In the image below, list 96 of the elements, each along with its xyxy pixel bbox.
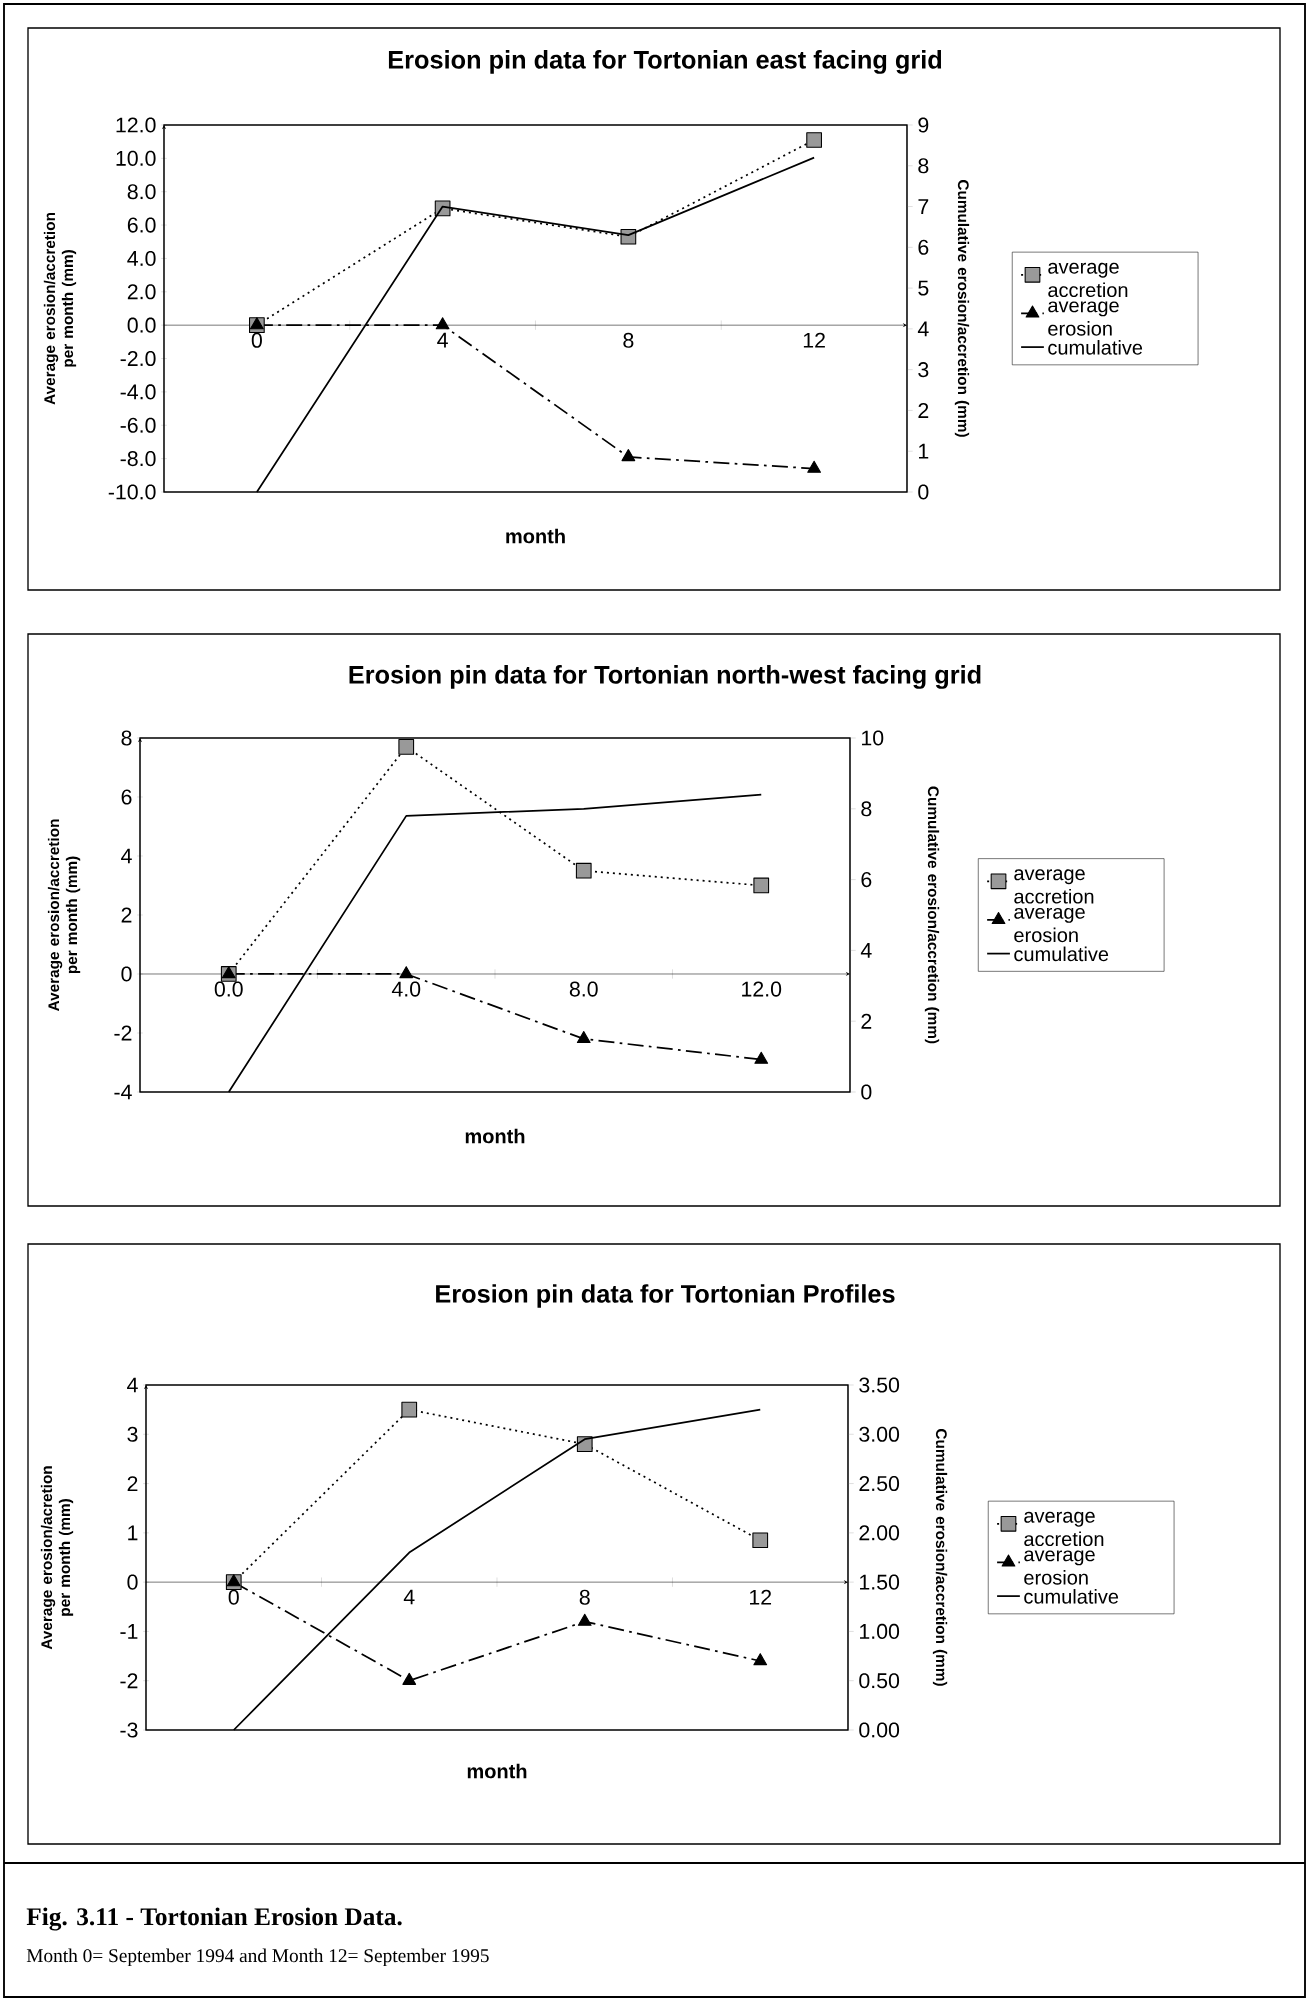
x-tick-label: 0 [251, 332, 262, 348]
chart-title: Erosion pin data for Tortonian Profiles [436, 1284, 895, 1308]
y-tick-label: 4.0 [127, 250, 156, 266]
x-tick-label: 4.0 [391, 981, 421, 997]
y2-tick-label: 3.00 [859, 1426, 900, 1442]
y2-tick-label: 7 [918, 199, 929, 214]
x-tick-label: 4 [403, 1589, 415, 1605]
y-tick-label: 6 [121, 789, 132, 805]
y2-tick-label: 4 [860, 943, 872, 958]
y2-tick-label: 3.50 [859, 1377, 900, 1393]
point [249, 317, 264, 330]
y-tick-label: 2 [121, 907, 132, 923]
point [807, 460, 822, 473]
y-tick-label: 8 [121, 730, 132, 746]
y-tick-label: -10.0 [108, 484, 156, 500]
y-tick-label: -4.0 [120, 384, 156, 400]
y-tick-label: -2.0 [120, 350, 156, 367]
y2-tick-label: 2.50 [859, 1476, 900, 1492]
y2-tick-label: 4 [917, 321, 929, 337]
point [806, 132, 822, 148]
x-tick-label: 0.0 [214, 981, 243, 997]
y-tick-label: -3 [120, 1722, 138, 1738]
point [753, 877, 770, 894]
y2-tick-label: 6 [861, 872, 872, 888]
x-tick-label: 12 [803, 332, 825, 348]
point [577, 1613, 592, 1626]
y-tick-label: 4 [121, 848, 132, 864]
caption: Fig. 3.11 - Tortonian Erosion Data. [26, 1907, 402, 1931]
point [753, 1653, 768, 1666]
x-tick-label: 4 [437, 332, 448, 348]
y-axis-title: Average erosion/accretion per month (mm) [47, 819, 81, 1012]
y-tick-label: 6.0 [127, 217, 156, 233]
y-tick-label: 10.0 [116, 150, 156, 166]
x-tick-label: 8 [579, 1589, 590, 1605]
x-tick-label: 12 [750, 1589, 772, 1605]
legend-label: cumulative [1024, 1589, 1119, 1604]
y-tick-label: 0 [121, 966, 132, 982]
y2-tick-label: 1.00 [860, 1623, 900, 1639]
point [399, 966, 414, 979]
y2-axis-title: Cumulative erosion/accretion (mm) [932, 1429, 948, 1686]
y-axis-title: Average erosion/accretion per month (mm) [43, 213, 77, 405]
x-tick-label: 8.0 [569, 981, 598, 997]
y-tick-label: -4 [114, 1084, 132, 1100]
y-tick-label: 0 [127, 1574, 138, 1590]
y2-axis-title: Cumulative erosion/accretion (mm) [924, 786, 940, 1044]
y-tick-label: 4 [127, 1377, 138, 1393]
y2-tick-label: 10 [862, 730, 884, 746]
point [398, 738, 415, 755]
chart-title: Erosion pin data for Tortonian north-west facing grid [349, 665, 981, 689]
y2-axis-title: Cumulative erosion/accretion (mm) [954, 180, 970, 437]
y-tick-label: 1 [128, 1525, 138, 1541]
legend-label: cumulative [1048, 340, 1143, 355]
y-tick-label: 0.0 [127, 317, 156, 333]
y2-tick-label: 8 [918, 158, 929, 174]
y-tick-label: -2 [120, 1673, 138, 1689]
y2-tick-label: 6 [918, 239, 929, 255]
y-tick-label: -2 [114, 1025, 132, 1041]
y2-tick-label: 9 [918, 117, 929, 133]
x-axis-title: month [506, 528, 565, 544]
y-tick-label: 2 [127, 1476, 138, 1492]
y2-tick-label: 1 [919, 443, 929, 459]
y-tick-label: -8.0 [120, 451, 156, 467]
point [402, 1672, 417, 1685]
y-tick-label: 12.0 [116, 117, 156, 133]
y-tick-label: -6.0 [120, 417, 156, 433]
x-axis-title: month [465, 1128, 525, 1144]
y-axis-title: Average erosion/acretion per month (mm) [40, 1466, 74, 1650]
point [575, 862, 592, 879]
y2-tick-label: 0 [918, 484, 929, 500]
y2-tick-label: 3 [918, 362, 929, 378]
point [752, 1532, 769, 1549]
y-tick-label: 2.0 [127, 284, 156, 300]
point [401, 1401, 418, 1418]
legend-label: cumulative [1014, 946, 1109, 962]
y2-tick-label: 0.00 [859, 1722, 900, 1738]
y2-tick-label: 2 [918, 402, 929, 418]
x-tick-label: 8 [623, 332, 634, 348]
y2-tick-label: 0.50 [859, 1673, 900, 1689]
text: Month 0= September 1994 and Month 12= September 1995 [26, 1948, 489, 1967]
y2-tick-label: 8 [861, 801, 872, 817]
y2-tick-label: 0 [861, 1084, 872, 1100]
x-tick-label: 0 [228, 1589, 239, 1605]
y2-tick-label: 2.00 [859, 1525, 900, 1541]
point [754, 1051, 769, 1064]
y-tick-label: 3 [127, 1426, 138, 1442]
y2-tick-label: 2 [861, 1013, 872, 1029]
y2-tick-label: 5 [918, 280, 929, 296]
point [576, 1031, 591, 1044]
y2-tick-label: 1.50 [860, 1574, 900, 1590]
y-tick-label: -1 [120, 1624, 138, 1639]
x-tick-label: 12.0 [742, 981, 782, 997]
chart-title: Erosion pin data for Tortonian east facing grid [388, 50, 942, 74]
y-tick-label: 8.0 [127, 184, 156, 200]
point [435, 317, 450, 330]
x-axis-title: month [467, 1763, 527, 1779]
point [621, 449, 636, 462]
